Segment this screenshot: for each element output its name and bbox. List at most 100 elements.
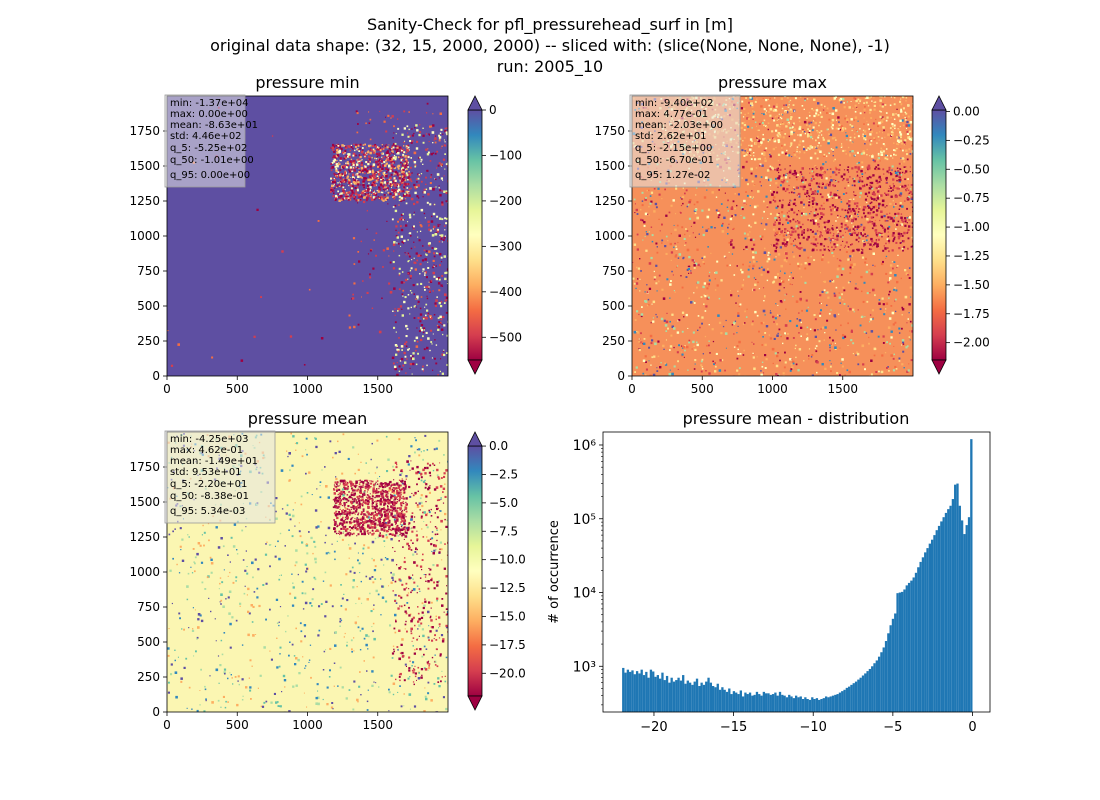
heatmap-cell xyxy=(332,177,334,179)
heatmap-cell xyxy=(432,124,435,127)
heatmap-cell xyxy=(428,133,430,136)
heatmap-cell xyxy=(853,97,856,100)
heatmap-cell xyxy=(168,628,170,630)
heatmap-cell xyxy=(736,345,739,348)
heatmap-cell xyxy=(767,268,769,270)
heatmap-cell xyxy=(635,366,638,369)
heatmap-cell xyxy=(783,239,786,242)
heatmap-cell xyxy=(790,191,793,194)
heatmap-cell xyxy=(437,277,440,280)
heatmap-cell xyxy=(399,225,402,228)
heatmap-cell xyxy=(877,238,880,241)
heatmap-cell xyxy=(882,132,884,134)
heatmap-cell xyxy=(804,281,807,284)
heatmap-cell xyxy=(890,195,893,198)
heatmap-cell xyxy=(400,148,403,151)
heatmap-cell xyxy=(347,169,350,171)
heatmap-cell xyxy=(339,182,341,184)
heatmap-cell xyxy=(438,136,442,139)
heatmap-cell xyxy=(363,178,366,182)
heatmap-cell xyxy=(640,315,643,318)
heatmap-cell xyxy=(751,247,754,251)
heatmap-cell xyxy=(403,186,405,189)
heatmap-cell xyxy=(889,202,892,206)
heatmap-cell xyxy=(389,261,392,264)
heatmap-cell xyxy=(840,146,842,148)
heatmap-cell xyxy=(433,255,436,258)
heatmap-cell xyxy=(813,314,816,317)
heatmap-cell xyxy=(415,187,417,190)
heatmap-cell xyxy=(848,215,851,218)
heatmap-cell xyxy=(880,153,884,156)
stat-q5: q_5: -2.15e+00 xyxy=(635,143,712,154)
stat-std: std: 4.46e+02 xyxy=(170,131,242,142)
heatmap-cell xyxy=(855,354,857,356)
heatmap-cell xyxy=(353,263,356,265)
heatmap-cell xyxy=(870,130,873,133)
heatmap-cell xyxy=(793,192,795,194)
heatmap-cell xyxy=(688,256,691,259)
heatmap-cell xyxy=(823,202,825,204)
heatmap-cell xyxy=(824,332,826,334)
heatmap-cell xyxy=(742,323,745,325)
heatmap-cell xyxy=(871,197,874,200)
heatmap-cell xyxy=(338,184,340,186)
heatmap-cell xyxy=(408,254,410,256)
heatmap-cell xyxy=(802,128,804,130)
heatmap-cell xyxy=(837,127,840,130)
heatmap-cell xyxy=(851,167,854,170)
heatmap-cell xyxy=(899,193,902,196)
heatmap-cell xyxy=(869,143,872,146)
heatmap-cell xyxy=(411,292,413,294)
heatmap-cell xyxy=(823,154,826,157)
heatmap-cell xyxy=(892,157,894,159)
heatmap-cell xyxy=(812,236,815,239)
heatmap-cell xyxy=(876,181,879,184)
heatmap-cell xyxy=(410,357,413,360)
heatmap-cell xyxy=(376,146,379,149)
heatmap-cell xyxy=(354,145,357,148)
heatmap-cell xyxy=(819,294,822,297)
heatmap-cell xyxy=(769,97,771,100)
heatmap-cell xyxy=(810,356,813,358)
heatmap-cell xyxy=(789,283,792,285)
heatmap-cell xyxy=(807,147,810,150)
heatmap-cell xyxy=(753,343,755,345)
heatmap-cell xyxy=(790,363,793,366)
heatmap-cell xyxy=(861,256,865,259)
heatmap-cell xyxy=(892,129,894,131)
heatmap-cell xyxy=(684,233,686,236)
heatmap-cell xyxy=(849,307,852,311)
heatmap-cell xyxy=(888,188,890,190)
heatmap-cell xyxy=(330,189,333,191)
heatmap-cell xyxy=(817,217,819,220)
heatmap-cell xyxy=(863,185,865,187)
heatmap-cell xyxy=(853,198,855,200)
heatmap-cell xyxy=(798,127,801,130)
heatmap-cell xyxy=(340,147,343,151)
heatmap-cell xyxy=(356,172,359,175)
heatmap-cell xyxy=(200,668,202,671)
heatmap-cell xyxy=(720,279,723,282)
heatmap-cell xyxy=(429,160,432,162)
heatmap-cell xyxy=(792,362,795,365)
heatmap-cell xyxy=(671,91,672,92)
heatmap-cell xyxy=(347,163,350,166)
heatmap-cell xyxy=(837,116,840,119)
heatmap-cell xyxy=(830,179,833,182)
heatmap-cell xyxy=(365,157,367,159)
heatmap-cell xyxy=(797,221,801,224)
heatmap-cell xyxy=(795,225,798,228)
heatmap-cell xyxy=(395,186,397,189)
heatmap-cell xyxy=(769,155,772,158)
y-tick-label: 1500 xyxy=(129,159,160,173)
heatmap-cell xyxy=(893,153,895,156)
heatmap-cell xyxy=(896,280,899,284)
panel-title: pressure mean xyxy=(248,409,368,428)
heatmap-cell xyxy=(737,193,740,196)
heatmap-cell xyxy=(401,293,404,296)
heatmap-cell xyxy=(821,186,824,189)
heatmap-cell xyxy=(798,157,801,159)
heatmap-cell xyxy=(337,193,340,195)
heatmap-cell xyxy=(368,170,372,173)
